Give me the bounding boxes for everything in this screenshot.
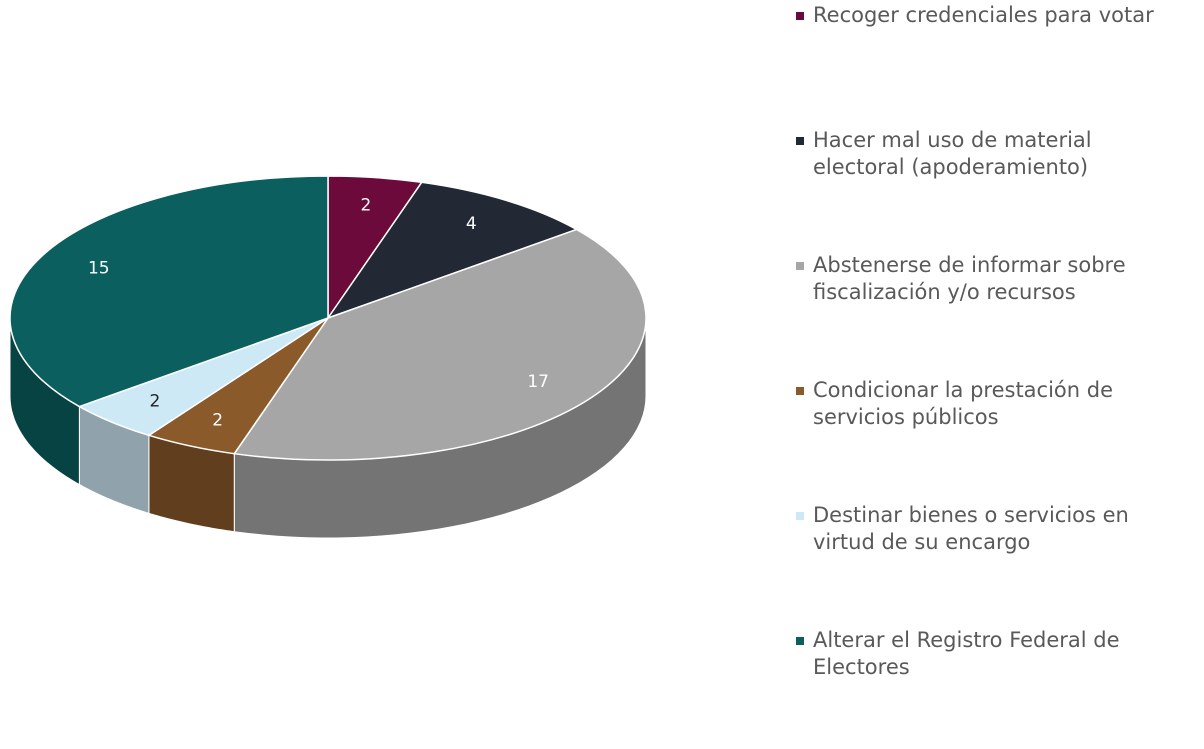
legend-label: Alterar el Registro Federal de Electores (813, 628, 1120, 679)
legend-swatch (796, 387, 804, 395)
legend-swatch (796, 262, 804, 270)
data-label: 2 (212, 410, 223, 430)
slice (9, 175, 329, 408)
legend-swatch (796, 137, 804, 145)
legend-item: Hacer mal uso de material electoral (apo… (796, 127, 1156, 181)
legend-label: Condicionar la prestación de servicios p… (813, 378, 1114, 429)
data-label: 15 (88, 259, 110, 279)
legend-swatch (796, 637, 804, 645)
chart: 2 4 17 2 2 15 (9, 175, 647, 539)
legend-label: Hacer mal uso de material electoral (apo… (813, 128, 1092, 179)
legend-item: Destinar bienes o servicios en virtud de… (796, 502, 1156, 556)
data-label: 2 (361, 196, 372, 216)
legend-label: Abstenerse de informar sobre fiscalizaci… (813, 253, 1126, 304)
legend: Recoger credenciales para votar Hacer mal… (796, 0, 1196, 749)
legend-item: Condicionar la prestación de servicios p… (796, 377, 1156, 431)
legend-label: Destinar bienes o servicios en virtud de… (813, 503, 1129, 554)
slice (232, 228, 647, 461)
legend-swatch (796, 512, 804, 520)
data-label: 2 (150, 391, 161, 411)
data-label: 4 (466, 214, 477, 234)
legend-item: Recoger credenciales para votar (796, 2, 1156, 29)
legend-label: Recoger credenciales para votar (813, 3, 1154, 27)
slice (326, 181, 579, 320)
legend-item: Alterar el Registro Federal de Electores (796, 627, 1156, 681)
legend-swatch (796, 12, 804, 20)
data-label: 17 (527, 372, 549, 392)
legend-item: Abstenerse de informar sobre fiscalizaci… (796, 252, 1156, 306)
